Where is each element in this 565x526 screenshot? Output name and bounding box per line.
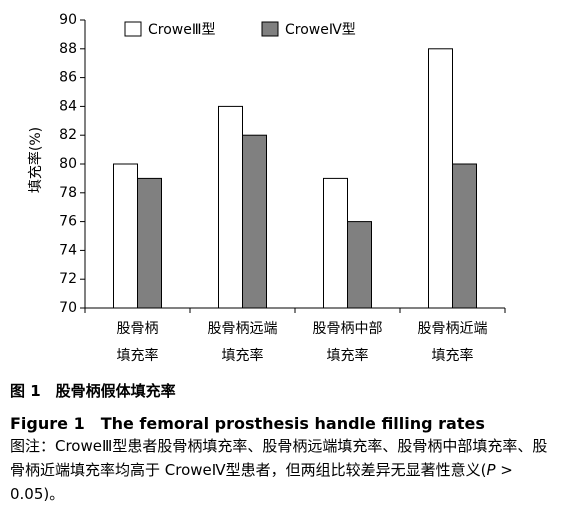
note-text: 图注：CroweⅢ型患者股骨柄填充率、股骨柄远端填充率、股骨柄中部填充率、股骨柄… — [10, 437, 548, 479]
chart: 填充率(%) 70 72 74 76 78 80 82 84 86 88 90 CroweⅢ型 Crow… — [27, 12, 506, 316]
figure-title-en: Figure 1 The femoral prosthesis handle f… — [10, 414, 485, 433]
legend-swatch — [261, 21, 279, 37]
note-text: P — [486, 461, 496, 479]
bar — [452, 163, 477, 309]
y-tick-label: 84 — [59, 98, 77, 114]
figure-note: 图注：CroweⅢ型患者股骨柄填充率、股骨柄远端填充率、股骨柄中部填充率、股骨柄… — [10, 434, 558, 506]
y-tick-label: 74 — [59, 242, 77, 258]
legend-label: CroweⅣ型 — [285, 22, 356, 38]
y-tick-label: 80 — [59, 156, 77, 172]
legend-label: CroweⅢ型 — [148, 22, 216, 38]
bar — [428, 48, 453, 309]
note-text: > 0.05)。 — [10, 461, 513, 503]
x-tick-label: 股骨柄近端 填充率 — [417, 321, 488, 364]
x-tick-label: 股骨柄中部 填充率 — [312, 321, 383, 364]
y-tick-label: 86 — [59, 70, 77, 86]
bar — [218, 105, 243, 309]
y-tick-label: 82 — [59, 127, 77, 143]
legend-swatch — [124, 21, 142, 37]
bar — [347, 221, 372, 309]
y-tick-label: 90 — [59, 12, 77, 28]
figure-title-cn: 图 1 股骨柄假体填充率 — [10, 382, 176, 400]
bar — [113, 163, 138, 309]
bar — [242, 134, 267, 309]
y-tick-label: 72 — [59, 271, 77, 287]
bar — [323, 177, 348, 309]
y-axis-label: 填充率(%) — [27, 127, 44, 193]
y-tick-label: 78 — [59, 185, 77, 201]
x-tick-label: 股骨柄远端 填充率 — [207, 321, 278, 364]
y-tick-label: 76 — [59, 214, 77, 230]
y-tick-label: 88 — [59, 41, 77, 57]
x-tick-label: 股骨柄 填充率 — [116, 321, 159, 364]
bar — [137, 177, 162, 309]
y-tick-label: 70 — [59, 300, 77, 316]
